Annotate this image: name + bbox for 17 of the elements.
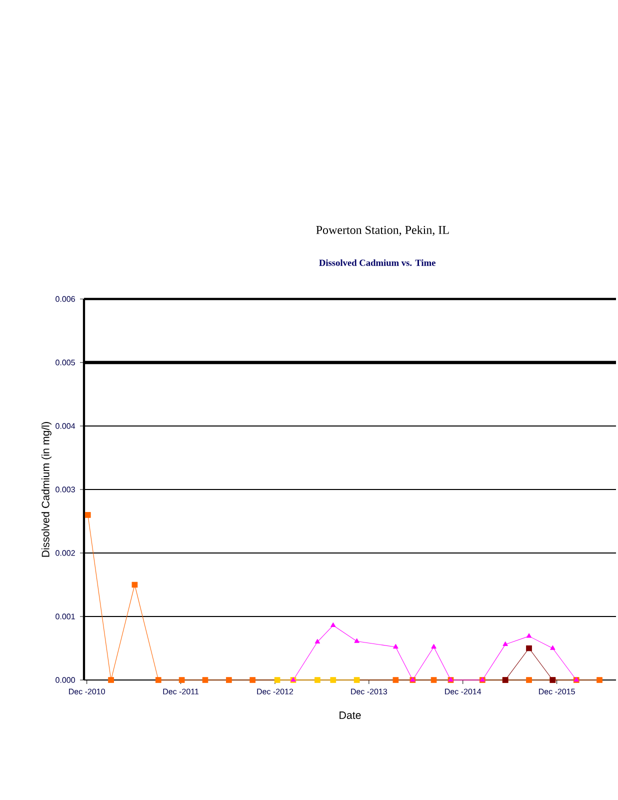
y-tick-label: 0.005 — [56, 360, 75, 366]
x-tick-label: Dec -2012 — [257, 688, 294, 694]
y-tick-label: 0.004 — [56, 423, 76, 429]
y-tick-label: 0.003 — [56, 486, 75, 492]
x-tick-label: Dec -2010 — [69, 688, 105, 694]
y-tick-label: 0.001 — [56, 614, 75, 620]
x-tick-label: Dec -2015 — [539, 688, 575, 694]
y-tick-label: 0.002 — [56, 550, 75, 556]
chart-title: Powerton Station, Pekin, IL — [316, 226, 449, 236]
x-tick-label: Dec -2013 — [351, 688, 388, 694]
chart-subtitle: Dissolved Cadmium vs. Time — [319, 259, 436, 266]
x-axis-title: Date — [340, 712, 361, 719]
x-tick-label: Dec -2014 — [445, 688, 482, 694]
y-tick-label: 0.000 — [56, 677, 75, 683]
y-axis-title: Dissolved Cadmium (in mg/l) — [41, 422, 52, 557]
y-tick-label: 0.006 — [56, 296, 75, 302]
x-tick-label: Dec -2011 — [163, 688, 199, 694]
